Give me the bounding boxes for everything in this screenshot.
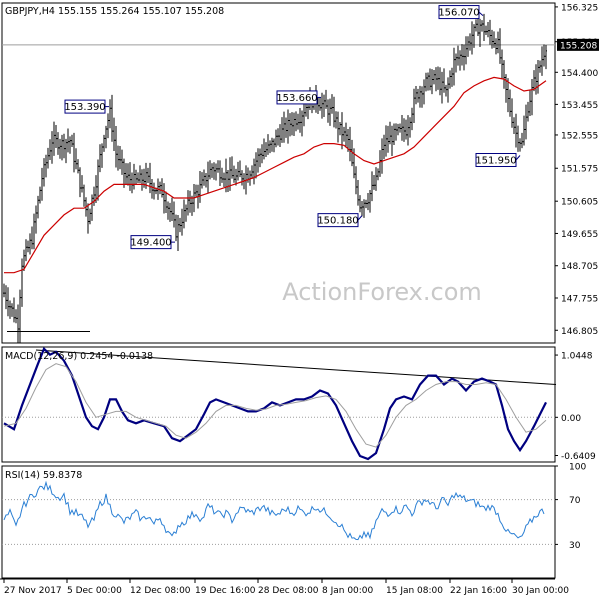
annotation-label: 153.660 (276, 93, 317, 104)
price-axis-label: 149.655 (561, 230, 598, 240)
x-axis-label: 27 Nov 2017 (4, 586, 62, 596)
x-axis-label: 30 Jan 00:00 (512, 586, 569, 596)
annotation-label: 156.070 (438, 8, 479, 19)
price-axis-label: 150.605 (561, 198, 598, 208)
price-annotation: 149.400 (130, 235, 175, 250)
price-axis-label: 153.455 (561, 101, 598, 111)
macd-signal-line (3, 363, 547, 448)
annotation-label: 150.180 (317, 216, 358, 227)
current-price-label: 155.208 (560, 41, 597, 51)
price-axis-label: 154.400 (561, 69, 598, 79)
annotation-leader (478, 11, 484, 16)
annotation-label: 153.390 (64, 102, 105, 113)
macd-panel-frame (1, 346, 556, 463)
x-axis: 27 Nov 2017 5 Dec 00:00 12 Dec 08:00 19 Dec… (3, 579, 569, 596)
macd-axis-label: 0.00 (561, 414, 581, 424)
moving-average-line (4, 76, 547, 274)
x-axis-label: 15 Jan 08:00 (386, 586, 443, 596)
macd-panel: 1.0448 0.00 -0.6409 (2, 346, 596, 462)
ohlc-bars (3, 12, 547, 344)
rsi-panel: 100 70 30 (2, 463, 586, 551)
rsi-panel-title: RSI(14) 59.8378 (5, 470, 82, 481)
price-panel-title: GBPJPY,H4 155.155 155.264 155.107 155.20… (5, 6, 224, 17)
macd-axis-label: -0.6409 (561, 452, 596, 462)
rsi-panel-frame (1, 465, 556, 579)
price-axis-label: 147.755 (561, 294, 598, 304)
macd-panel-title: MACD(12,26,9) 0.2454 -0.0138 (5, 351, 153, 362)
price-annotation: 156.070 (438, 5, 484, 20)
x-axis-label: 8 Jan 00:00 (322, 586, 374, 596)
price-axis-label: 148.705 (561, 262, 598, 272)
price-annotation: 151.950 (475, 153, 521, 168)
annotation-label: 151.950 (475, 156, 516, 167)
watermark: ActionForex.com (282, 278, 482, 306)
x-axis-label: 19 Dec 16:00 (195, 586, 256, 596)
rsi-line (3, 480, 545, 541)
price-annotation: 150.180 (317, 213, 363, 228)
current-price-badge (557, 38, 599, 51)
price-axis-label: 151.575 (561, 165, 598, 175)
price-panel: 156.070 153.390 153.660 149.400 150.180 151.9… (2, 3, 599, 344)
price-axis-label: 152.555 (561, 131, 598, 141)
annotation-label: 149.400 (130, 238, 171, 249)
rsi-axis-label: 30 (569, 541, 581, 551)
rsi-axis-label: 100 (569, 463, 586, 473)
price-axis-label: 146.805 (561, 327, 598, 337)
macd-axis-label: 1.0448 (561, 352, 593, 362)
x-axis-label: 5 Dec 00:00 (67, 586, 122, 596)
x-axis-label: 28 Dec 08:00 (258, 586, 319, 596)
x-axis-label: 22 Jan 16:00 (450, 586, 507, 596)
price-annotation: 153.390 (64, 99, 109, 114)
macd-trendline (35, 349, 557, 386)
price-axis-label: 156.325 (561, 3, 598, 13)
annotation-leader (515, 155, 521, 161)
price-annotation: 153.660 (276, 90, 321, 105)
macd-line (3, 346, 547, 461)
price-panel-frame (1, 2, 556, 344)
rsi-axis-label: 70 (569, 496, 581, 506)
x-axis-label: 12 Dec 08:00 (130, 586, 191, 596)
annotation-leader (357, 215, 363, 221)
